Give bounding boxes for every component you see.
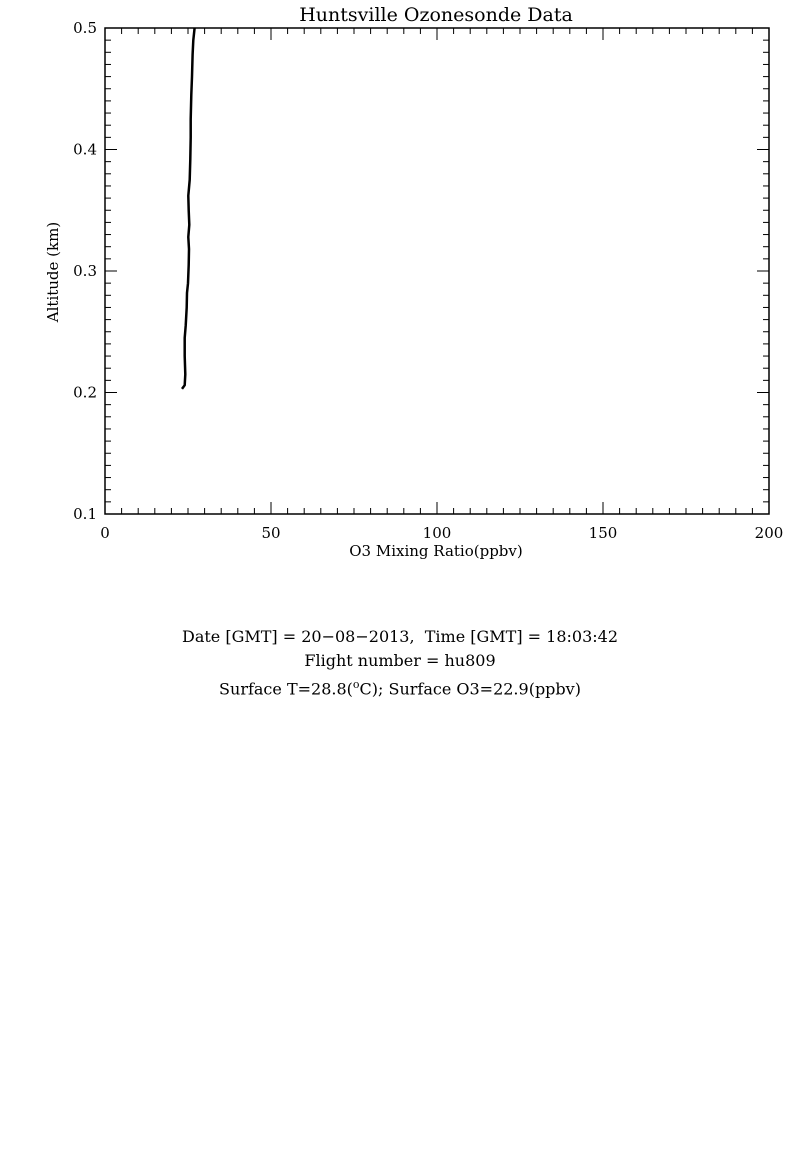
degree-symbol: o xyxy=(352,678,360,691)
x-tick-label: 0 xyxy=(100,524,110,542)
chart-title: Huntsville Ozonesonde Data xyxy=(299,4,573,26)
x-tick-label: 150 xyxy=(589,524,618,542)
y-tick-label: 0.2 xyxy=(73,384,97,402)
y-tick-label: 0.1 xyxy=(73,505,97,523)
plot-frame xyxy=(104,27,770,515)
ozone-profile-line xyxy=(180,27,196,390)
surface-temperature-text: Surface T=28.8( xyxy=(219,679,353,699)
x-axis-label: O3 Mixing Ratio(ppbv) xyxy=(349,542,522,560)
date-time-line: Date [GMT] = 20−08−2013, Time [GMT] = 18… xyxy=(181,627,619,646)
y-axis-label: Altitude (km) xyxy=(44,222,62,323)
surface-line: Surface T=28.8(oC); Surface O3=22.9(ppbv… xyxy=(0,673,800,701)
y-tick-label: 0.4 xyxy=(73,141,97,159)
x-tick-label: 200 xyxy=(755,524,784,542)
x-tick-label: 100 xyxy=(423,524,452,542)
flight-number-line: Flight number = hu809 xyxy=(304,651,496,670)
y-tick-label: 0.5 xyxy=(73,19,97,37)
ozonesonde-chart: Huntsville Ozonesonde Data 0 50 100 150 200 0… xyxy=(44,4,784,560)
surface-ozone-text: C); Surface O3=22.9(ppbv) xyxy=(359,679,581,699)
flight-info: Date [GMT] = 20−08−2013, Time [GMT] = 18… xyxy=(0,625,800,701)
y-tick-label: 0.3 xyxy=(73,262,97,280)
x-tick-label: 50 xyxy=(261,524,280,542)
